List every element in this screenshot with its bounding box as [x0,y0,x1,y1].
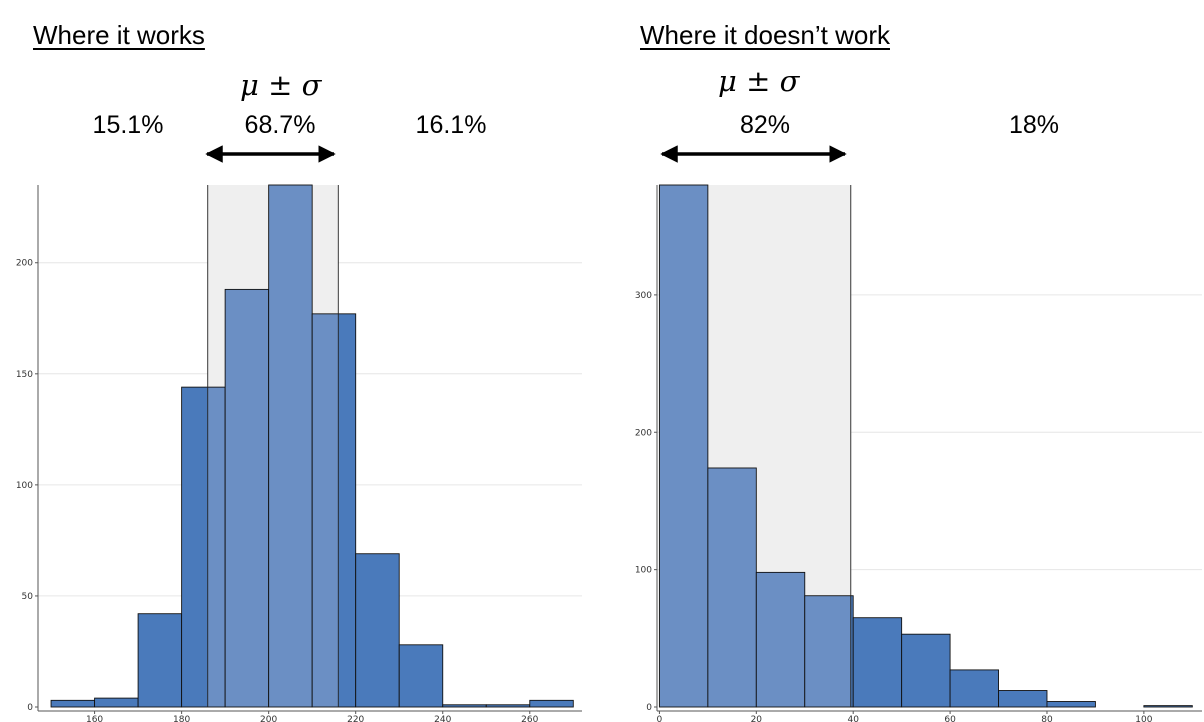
left-bar [442,704,487,707]
right-bar [998,690,1047,707]
right-x-tick-label: 0 [657,715,663,722]
right-x-tick-label: 60 [944,715,956,722]
right-x-tick-label: 40 [847,715,859,722]
right-bar-outline [1143,705,1193,708]
left-bar-outline [529,699,574,708]
left-bar [529,700,574,707]
left-bar [51,700,95,707]
left-y-tick-label: 100 [16,481,33,491]
right-bar-in-band [659,185,708,707]
left-mu-sigma-label: μ ± σ [240,68,322,102]
right-bar-outline [949,669,999,708]
right-mu-sigma-label: μ ± σ [718,64,800,98]
right-bar-in-band [804,595,851,707]
left-pct-below: 15.1% [92,111,164,139]
right-y-tick-label: 300 [635,291,652,301]
right-bar [901,634,951,707]
left-bar-in-band [312,313,339,707]
left-x-tick-label: 180 [173,715,190,722]
right-x-tick-label: 20 [751,715,763,722]
right-pct-above: 18% [1008,111,1060,139]
left-bar-outline [355,553,400,708]
left-y-tick-label: 0 [27,703,33,713]
right-pct-within: 82% [739,111,791,139]
left-x-tick-label: 220 [347,715,364,722]
left-pct-within: 68.7% [244,111,316,139]
left-bar [138,613,182,707]
right-y-tick-label: 0 [646,703,652,713]
right-bar [950,669,999,707]
left-bar-in-band [207,387,226,707]
left-bar-outline [398,644,444,708]
right-bar-in-band [756,572,805,707]
left-x-tick-label: 260 [521,715,538,722]
right-bar-in-band [707,467,757,707]
left-bar [486,704,530,707]
right-y-tick-label: 200 [635,428,652,438]
right-bar [853,617,902,707]
left-bar-outline [311,313,357,708]
right-bar [1143,705,1193,707]
right-y-tick-label: 100 [635,566,652,576]
left-y-tick-label: 200 [16,259,33,269]
left-x-tick-label: 200 [260,715,277,722]
right-x-tick-label: 80 [1041,715,1053,722]
left-bar [355,553,400,707]
left-bar-in-band [225,289,269,707]
right-x-tick-label: 100 [1135,715,1152,722]
left-bar [399,644,443,707]
left-y-tick-label: 150 [16,370,33,380]
left-pct-above: 16.1% [415,111,487,139]
right-bar [1046,701,1096,707]
left-x-tick-label: 240 [434,715,451,722]
left-chart-title: Where it works [33,20,205,50]
right-chart-title: Where it doesn’t work [640,20,890,50]
right-bar-outline [998,690,1048,708]
left-y-tick-label: 50 [22,592,34,602]
left-x-tick-label: 160 [86,715,103,722]
right-bar-outline [1046,701,1096,708]
left-bar [94,698,139,707]
left-bar-in-band [268,185,313,707]
